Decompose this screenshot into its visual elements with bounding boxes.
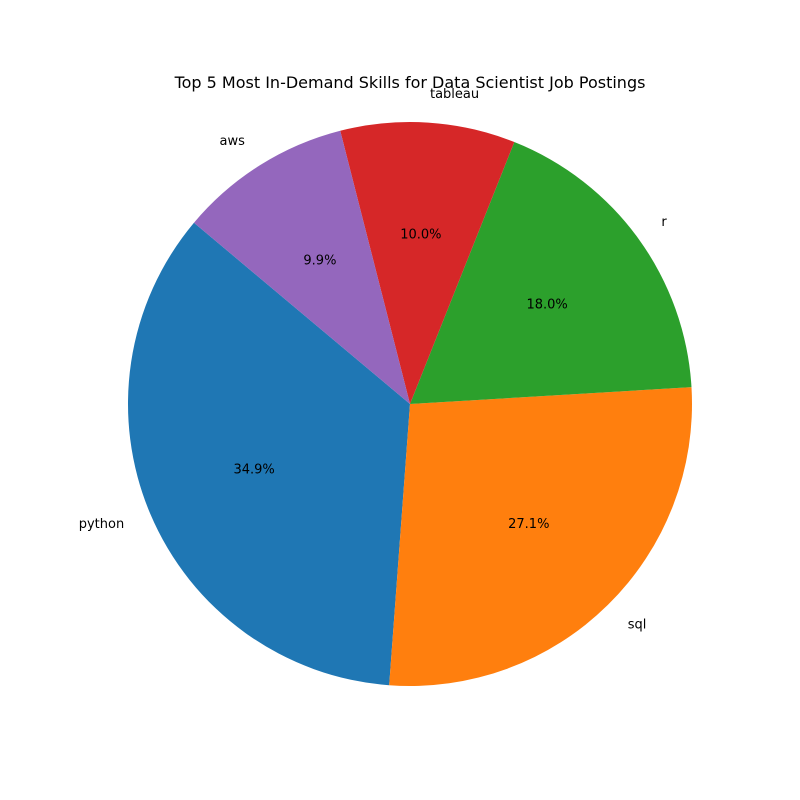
pie-slice-r xyxy=(410,142,692,405)
slice-label-sql: sql xyxy=(628,617,647,632)
chart-title: Top 5 Most In-Demand Skills for Data Sci… xyxy=(174,73,646,92)
slice-label-python: python xyxy=(79,517,124,532)
pie-slice-sql xyxy=(389,387,692,686)
slice-percent-python: 34.9% xyxy=(233,462,274,477)
slice-percent-r: 18.0% xyxy=(526,297,567,312)
slice-percent-tableau: 10.0% xyxy=(400,228,441,243)
slice-label-aws: aws xyxy=(220,134,246,149)
pie-labels: python 34.9% sql 27.1% r 18.0% tableau 10.0% aws… xyxy=(79,87,668,632)
slice-label-tableau: tableau xyxy=(430,87,479,102)
pie-slice-aws xyxy=(193,130,410,405)
slice-percent-aws: 9.9% xyxy=(303,253,336,268)
pie-slices xyxy=(127,122,692,686)
pie-slice-tableau xyxy=(340,122,515,405)
slice-percent-sql: 27.1% xyxy=(508,517,549,532)
pie-slice-python xyxy=(127,222,410,686)
slice-label-r: r xyxy=(661,215,667,230)
